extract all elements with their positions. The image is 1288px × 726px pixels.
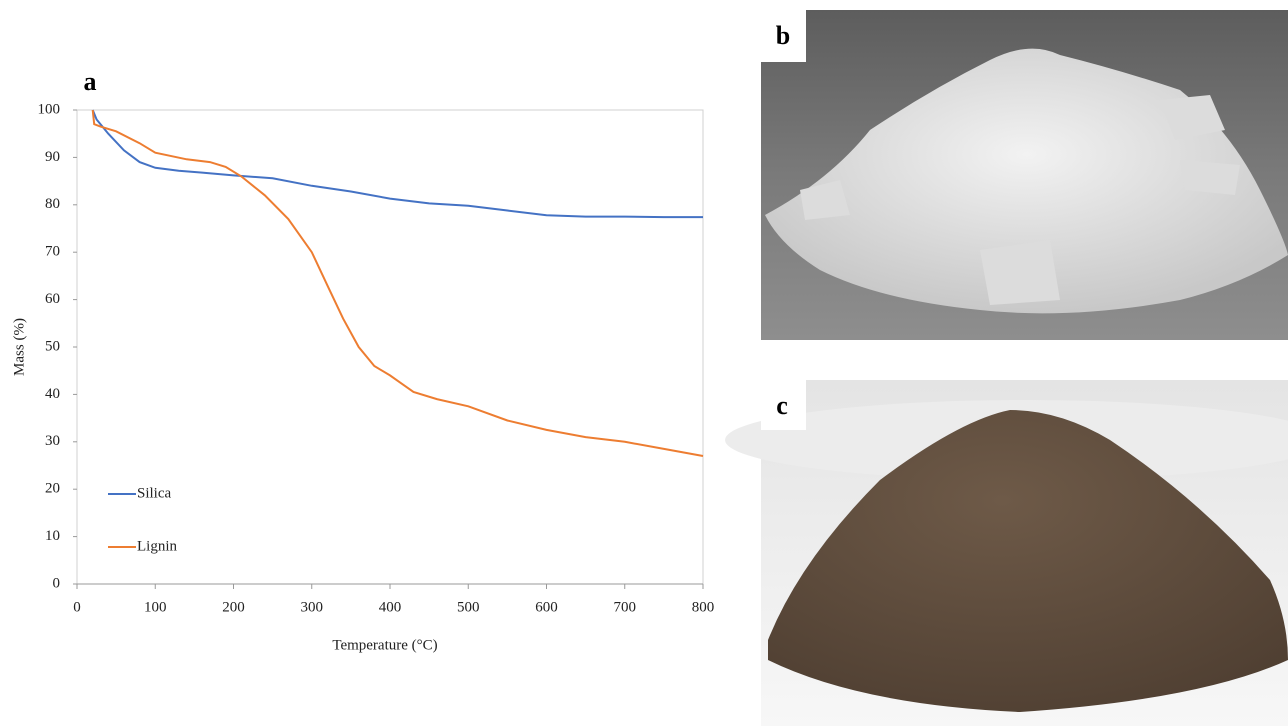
y-axis-title: Mass (%) <box>11 318 27 376</box>
x-tick-label: 200 <box>222 599 245 615</box>
x-tick-label: 100 <box>144 599 167 615</box>
legend-label: Lignin <box>137 538 177 554</box>
series-line <box>93 110 703 217</box>
y-tick-label: 60 <box>45 291 60 307</box>
y-tick-label: 80 <box>45 196 60 212</box>
panel-label: c <box>776 391 788 420</box>
photo-c <box>725 380 1288 726</box>
panel-label: b <box>776 21 790 50</box>
y-tick-label: 10 <box>45 528 60 544</box>
x-tick-label: 300 <box>301 599 324 615</box>
figure: b c a Temperature (°C) Mass (%) 01002003… <box>0 0 1288 726</box>
photo-b <box>761 10 1288 340</box>
x-tick-label: 600 <box>535 599 558 615</box>
series-line <box>93 110 703 456</box>
x-tick-label: 400 <box>379 599 402 615</box>
y-tick-label: 100 <box>38 101 61 117</box>
x-tick-label: 500 <box>457 599 480 615</box>
panel-label: a <box>84 67 97 96</box>
x-axis-title: Temperature (°C) <box>332 637 437 653</box>
x-tick-label: 0 <box>73 599 81 615</box>
plot-frame <box>77 110 703 584</box>
y-tick-label: 50 <box>45 338 60 354</box>
page: {"chart_data": {"type": "line", "panel_l… <box>0 0 1288 726</box>
x-tick-label: 700 <box>614 599 637 615</box>
y-tick-label: 90 <box>45 149 60 165</box>
y-tick-label: 30 <box>45 433 60 449</box>
x-tick-label: 800 <box>692 599 715 615</box>
y-tick-label: 20 <box>45 481 60 497</box>
y-tick-label: 0 <box>53 575 61 591</box>
legend-label: Silica <box>137 485 172 501</box>
y-tick-label: 70 <box>45 244 60 260</box>
y-tick-label: 40 <box>45 386 60 402</box>
